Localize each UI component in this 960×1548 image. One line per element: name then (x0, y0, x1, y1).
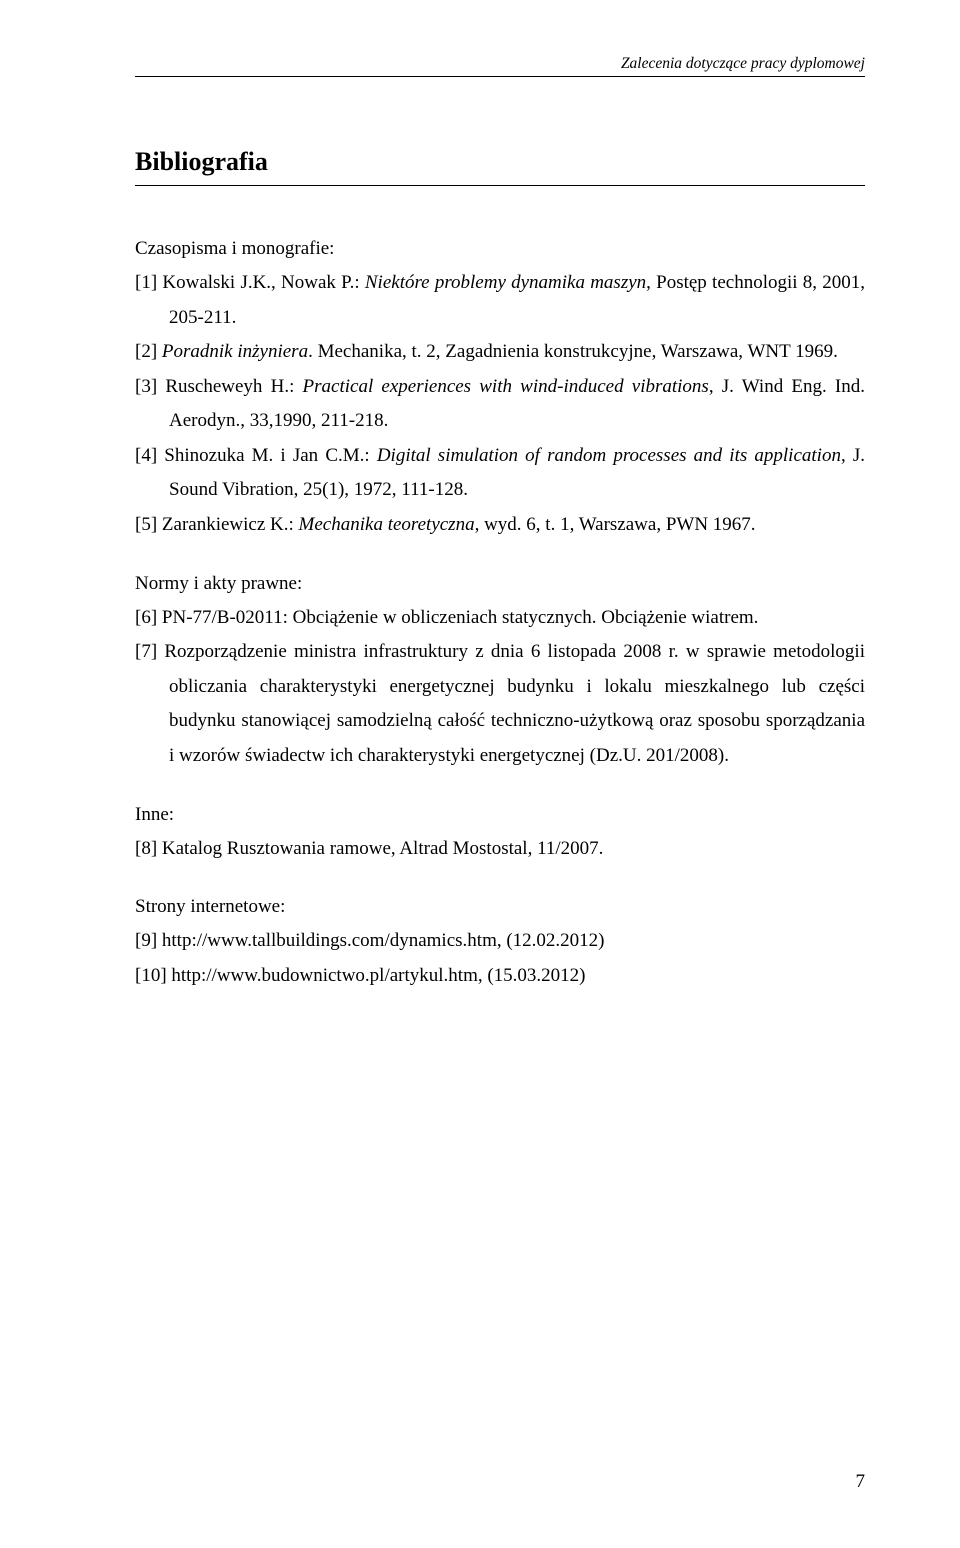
bib-entry: [2] Poradnik inżyniera. Mechanika, t. 2,… (135, 335, 865, 370)
bib-text: , wyd. 6, t. 1, Warszawa, PWN 1967. (475, 514, 756, 535)
bib-text: Zarankiewicz K.: (157, 514, 298, 535)
ref-num: [5] (135, 514, 157, 535)
bib-entry: [3] Ruscheweyh H.: Practical experiences… (135, 370, 865, 439)
group-heading-norms: Normy i akty prawne: (135, 573, 865, 595)
bib-entry: [1] Kowalski J.K., Nowak P.: Niektóre pr… (135, 266, 865, 335)
bib-text: Ruscheweyh H.: (157, 376, 302, 397)
ref-num: [1] (135, 272, 157, 293)
bib-title: Poradnik inżyniera (157, 341, 308, 362)
bib-title: Niektóre problemy dynamika maszyn (365, 272, 646, 293)
ref-num: [2] (135, 341, 157, 362)
bib-text: Kowalski J.K., Nowak P.: (157, 272, 365, 293)
bib-entry: [8] Katalog Rusztowania ramowe, Altrad M… (135, 832, 865, 867)
bib-entry: [6] PN-77/B-02011: Obciążenie w obliczen… (135, 601, 865, 636)
bib-entry: [9] http://www.tallbuildings.com/dynamic… (135, 924, 865, 959)
bib-entry: [10] http://www.budownictwo.pl/artykul.h… (135, 959, 865, 994)
bib-entry: [5] Zarankiewicz K.: Mechanika teoretycz… (135, 508, 865, 543)
ref-num: [3] (135, 376, 157, 397)
bib-text: . Mechanika, t. 2, Zagadnienia konstrukc… (308, 341, 838, 362)
page-number: 7 (856, 1471, 866, 1493)
bib-entry: [4] Shinozuka M. i Jan C.M.: Digital sim… (135, 439, 865, 508)
bib-entry: [7] Rozporządzenie ministra infrastruktu… (135, 635, 865, 773)
group-heading-websites: Strony internetowe: (135, 896, 865, 918)
group-heading-other: Inne: (135, 804, 865, 826)
bib-title: Mechanika teoretyczna (299, 514, 475, 535)
bib-title: Practical experiences with wind-induced … (303, 376, 709, 397)
ref-num: [4] (135, 445, 157, 466)
running-header: Zalecenia dotyczące pracy dyplomowej (135, 55, 865, 77)
section-title: Bibliografia (135, 147, 865, 186)
group-heading-monographs: Czasopisma i monografie: (135, 238, 865, 260)
bib-title: Digital simulation of random processes a… (377, 445, 841, 466)
bib-text: Shinozuka M. i Jan C.M.: (157, 445, 377, 466)
